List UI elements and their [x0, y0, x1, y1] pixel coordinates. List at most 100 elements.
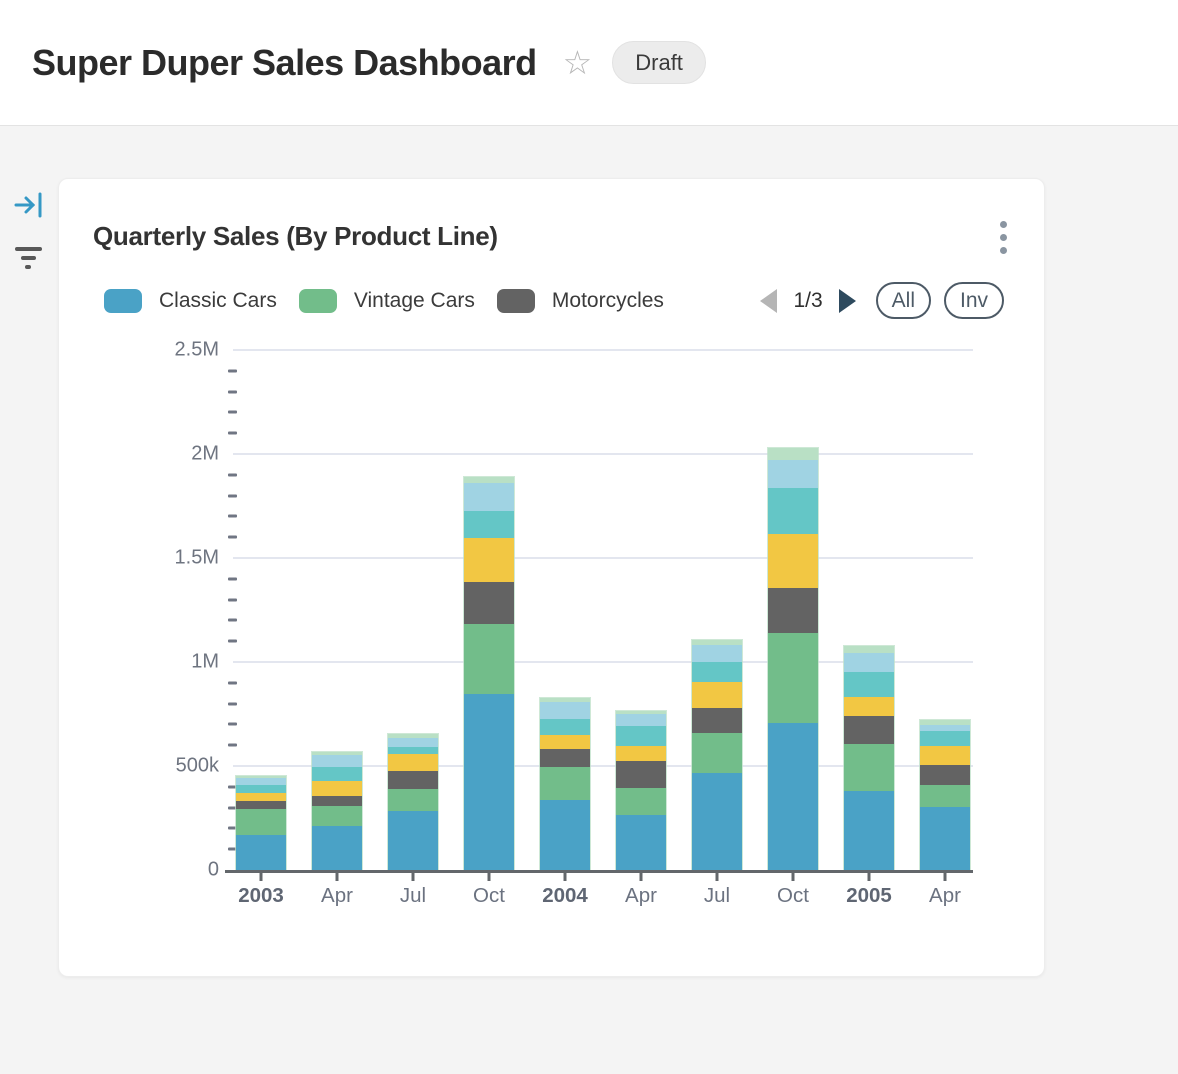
bar-segment-unlabeled-series-teal[interactable]	[616, 725, 666, 746]
bar-segment-classic-cars[interactable]	[920, 807, 970, 870]
bar-segment-unlabeled-series-teal[interactable]	[920, 730, 970, 746]
legend-prev-page-arrow[interactable]	[760, 288, 778, 313]
bar-segment-vintage-cars[interactable]	[692, 732, 742, 774]
bar-segment-classic-cars[interactable]	[236, 834, 286, 870]
bar-segment-classic-cars[interactable]	[540, 800, 590, 870]
bar-segment-unlabeled-series-teal[interactable]	[464, 510, 514, 538]
y-axis-minor-tick	[228, 681, 237, 685]
bar-segment-unlabeled-series-light-blue[interactable]	[844, 652, 894, 672]
bar-segment-unlabeled-series-light-blue[interactable]	[312, 754, 362, 768]
bar-segment-classic-cars[interactable]	[312, 825, 362, 870]
bar-segment-unlabeled-series-light-green[interactable]	[388, 733, 438, 738]
legend-invert-button[interactable]: Inv	[943, 282, 1004, 319]
collapse-panel-button[interactable]	[13, 190, 45, 220]
bar-segment-motorcycles[interactable]	[616, 761, 666, 788]
stacked-bar[interactable]	[311, 751, 363, 870]
bar-segment-unlabeled-series-teal[interactable]	[236, 785, 286, 793]
bar-segment-unlabeled-series-light-green[interactable]	[236, 776, 286, 779]
bar-segment-motorcycles[interactable]	[464, 581, 514, 625]
bar-segment-motorcycles[interactable]	[388, 771, 438, 789]
bar-segment-unlabeled-series-yellow[interactable]	[540, 734, 590, 749]
arrow-bar-to-right-icon	[14, 192, 42, 218]
bar-segment-unlabeled-series-yellow[interactable]	[920, 745, 970, 765]
bar-segment-unlabeled-series-light-blue[interactable]	[464, 483, 514, 511]
stacked-bar[interactable]	[539, 696, 591, 870]
bar-segment-unlabeled-series-light-blue[interactable]	[540, 701, 590, 720]
bar-segment-unlabeled-series-teal[interactable]	[692, 661, 742, 682]
legend-item-classic-cars[interactable]: Classic Cars	[104, 288, 277, 313]
bar-segment-unlabeled-series-yellow[interactable]	[692, 681, 742, 708]
star-favorite-icon[interactable]: ☆	[562, 44, 593, 81]
stacked-bar[interactable]	[843, 645, 895, 870]
stacked-bar[interactable]	[919, 719, 971, 870]
bar-segment-unlabeled-series-light-blue[interactable]	[388, 737, 438, 748]
bar-segment-unlabeled-series-yellow[interactable]	[312, 781, 362, 797]
bar-segment-unlabeled-series-light-green[interactable]	[464, 477, 514, 484]
legend-item-vintage-cars[interactable]: Vintage Cars	[298, 288, 475, 313]
filter-button[interactable]	[14, 244, 42, 272]
card-menu-button[interactable]	[995, 221, 1011, 257]
bar-segment-unlabeled-series-light-blue[interactable]	[236, 778, 286, 786]
bar-segment-unlabeled-series-light-green[interactable]	[768, 448, 818, 461]
stacked-bar[interactable]	[235, 775, 287, 870]
bar-segment-classic-cars[interactable]	[464, 693, 514, 870]
bar-segment-vintage-cars[interactable]	[464, 624, 514, 694]
bar-segment-vintage-cars[interactable]	[844, 744, 894, 792]
bar-segment-motorcycles[interactable]	[312, 796, 362, 806]
bar-segment-classic-cars[interactable]	[616, 815, 666, 870]
legend-label: Motorcycles	[551, 288, 664, 312]
stacked-bar[interactable]	[767, 447, 819, 870]
bar-segment-classic-cars[interactable]	[692, 773, 742, 870]
bar-segment-unlabeled-series-teal[interactable]	[768, 487, 818, 534]
bar-segment-unlabeled-series-teal[interactable]	[388, 747, 438, 755]
bar-segment-motorcycles[interactable]	[236, 800, 286, 810]
bar-segment-unlabeled-series-teal[interactable]	[844, 671, 894, 698]
bar-segment-unlabeled-series-light-blue[interactable]	[692, 644, 742, 662]
app-header: Super Duper Sales Dashboard ☆ Draft	[0, 0, 1178, 126]
bar-segment-motorcycles[interactable]	[692, 707, 742, 733]
gridline	[233, 557, 973, 559]
bar-segment-unlabeled-series-teal[interactable]	[540, 719, 590, 735]
bar-segment-unlabeled-series-light-blue[interactable]	[768, 460, 818, 488]
bar-segment-unlabeled-series-teal[interactable]	[312, 767, 362, 782]
stacked-bar[interactable]	[615, 709, 667, 870]
bar-segment-classic-cars[interactable]	[388, 811, 438, 870]
bar-segment-vintage-cars[interactable]	[236, 809, 286, 835]
bar-segment-unlabeled-series-yellow[interactable]	[388, 754, 438, 772]
bar-segment-vintage-cars[interactable]	[768, 632, 818, 724]
bar-segment-unlabeled-series-light-blue[interactable]	[616, 714, 666, 726]
bar-segment-unlabeled-series-yellow[interactable]	[236, 792, 286, 801]
y-axis-tick-label: 1M	[191, 650, 219, 673]
legend-item-motorcycles[interactable]: Motorcycles	[496, 288, 664, 313]
bar-segment-vintage-cars[interactable]	[312, 805, 362, 826]
bar-segment-unlabeled-series-light-green[interactable]	[540, 697, 590, 702]
legend-all-button[interactable]: All	[875, 282, 931, 319]
stacked-bar[interactable]	[387, 732, 439, 870]
bar-segment-unlabeled-series-yellow[interactable]	[844, 697, 894, 717]
bar-segment-classic-cars[interactable]	[844, 791, 894, 870]
bar-segment-motorcycles[interactable]	[768, 587, 818, 633]
bar-segment-unlabeled-series-light-green[interactable]	[844, 646, 894, 653]
stacked-bar[interactable]	[463, 476, 515, 870]
legend-next-page-arrow[interactable]	[838, 288, 856, 313]
bar-segment-unlabeled-series-yellow[interactable]	[616, 745, 666, 762]
chart-card: Quarterly Sales (By Product Line) Classi…	[58, 178, 1045, 977]
bar-segment-motorcycles[interactable]	[844, 716, 894, 745]
bar-segment-vintage-cars[interactable]	[920, 784, 970, 808]
bar-segment-unlabeled-series-light-blue[interactable]	[920, 724, 970, 731]
bar-segment-motorcycles[interactable]	[920, 764, 970, 785]
bar-segment-vintage-cars[interactable]	[616, 787, 666, 816]
bar-segment-unlabeled-series-yellow[interactable]	[768, 533, 818, 588]
y-axis-minor-tick	[228, 618, 237, 622]
bar-segment-classic-cars[interactable]	[768, 723, 818, 870]
bar-segment-unlabeled-series-yellow[interactable]	[464, 537, 514, 582]
bar-segment-unlabeled-series-light-green[interactable]	[692, 639, 742, 645]
stacked-bar[interactable]	[691, 638, 743, 870]
bar-segment-unlabeled-series-light-green[interactable]	[920, 720, 970, 725]
dashboard-title: Super Duper Sales Dashboard	[32, 41, 537, 83]
bar-segment-unlabeled-series-light-green[interactable]	[312, 752, 362, 755]
bar-segment-unlabeled-series-light-green[interactable]	[616, 710, 666, 715]
bar-segment-vintage-cars[interactable]	[388, 788, 438, 812]
bar-segment-motorcycles[interactable]	[540, 748, 590, 768]
bar-segment-vintage-cars[interactable]	[540, 767, 590, 801]
